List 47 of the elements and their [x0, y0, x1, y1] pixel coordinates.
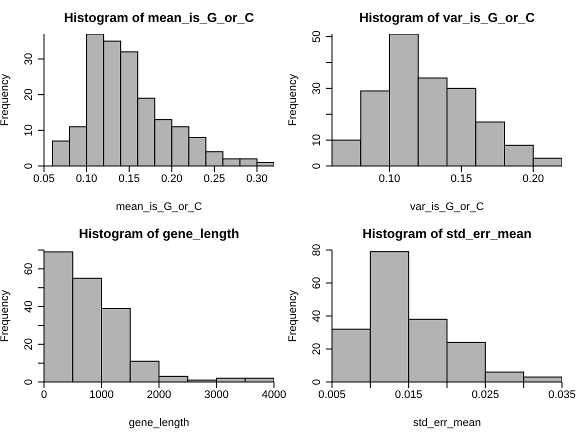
y-axis-title: Frequency: [286, 74, 299, 126]
x-tick-label: 0.20: [161, 172, 182, 185]
x-tick-label: 0.05: [33, 172, 55, 185]
x-tick-label: 0.15: [450, 172, 472, 185]
y-axis-title: Frequency: [0, 290, 11, 342]
y-tick-label: 10: [311, 134, 323, 146]
x-tick-label: 2000: [146, 388, 172, 401]
x-tick-label: 0.20: [522, 172, 544, 185]
chart-title: Histogram of std_err_mean: [361, 226, 533, 241]
x-tick-label: 4000: [262, 388, 286, 401]
x-tick-label: 0.10: [76, 172, 98, 185]
y-tick-label: 20: [23, 88, 35, 101]
x-tick-label: 0.035: [548, 388, 576, 401]
x-axis-title: var_is_G_or_C: [410, 201, 484, 213]
y-tick-label: 0: [311, 378, 323, 386]
x-tick-label: 0.30: [246, 172, 268, 185]
x-tick-label: 0.005: [318, 388, 346, 401]
y-axis-title: Frequency: [286, 290, 299, 342]
y-tick-label: 0: [311, 162, 323, 170]
chart-title: Histogram of mean_is_G_or_C: [62, 10, 255, 25]
y-tick-label: 30: [311, 82, 323, 94]
y-tick-label: 40: [23, 300, 35, 313]
x-axis-title: gene_length: [128, 417, 190, 429]
x-tick-label: 3000: [204, 388, 229, 401]
x-tick-label: 0.025: [472, 388, 500, 401]
chart-title: Histogram of gene_length: [78, 226, 240, 241]
x-tick-label: 0.25: [204, 172, 226, 185]
y-tick-label: 0: [23, 162, 35, 170]
x-axis-title: mean_is_G_or_C: [116, 201, 202, 213]
y-tick-label: 0: [23, 378, 35, 386]
y-tick-label: 60: [23, 262, 35, 275]
x-axis-title: std_err_mean: [413, 417, 481, 429]
y-tick-label: 30: [23, 52, 35, 66]
y-tick-label: 50: [311, 30, 323, 43]
y-tick-label: 60: [311, 276, 323, 290]
chart-title: Histogram of var_is_G_or_C: [358, 10, 536, 25]
y-tick-label: 20: [311, 342, 323, 356]
x-tick-label: 0.10: [378, 172, 400, 185]
x-tick-label: 0.15: [118, 172, 140, 185]
y-axis-title: Frequency: [0, 74, 11, 126]
x-tick-label: 0.015: [394, 388, 422, 401]
y-tick-label: 40: [311, 310, 323, 322]
y-tick-label: 80: [311, 244, 323, 256]
x-tick-label: 1000: [89, 388, 114, 401]
y-tick-label: 10: [23, 124, 35, 136]
y-tick-label: 20: [23, 338, 35, 350]
x-tick-label: 0: [40, 388, 48, 401]
